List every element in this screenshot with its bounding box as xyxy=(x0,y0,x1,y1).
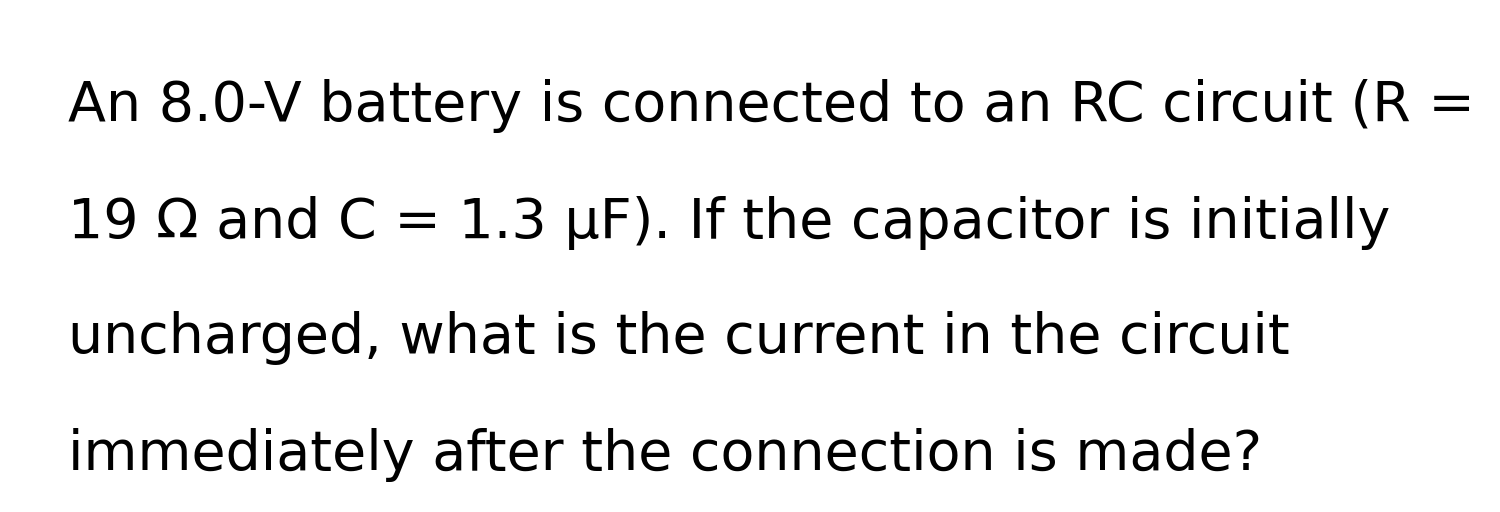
Text: uncharged, what is the current in the circuit: uncharged, what is the current in the ci… xyxy=(68,311,1288,365)
Text: An 8.0-V battery is connected to an RC circuit (R =: An 8.0-V battery is connected to an RC c… xyxy=(68,79,1474,133)
Text: 19 Ω and C = 1.3 μF). If the capacitor is initially: 19 Ω and C = 1.3 μF). If the capacitor i… xyxy=(68,196,1390,249)
Text: immediately after the connection is made?: immediately after the connection is made… xyxy=(68,428,1262,481)
